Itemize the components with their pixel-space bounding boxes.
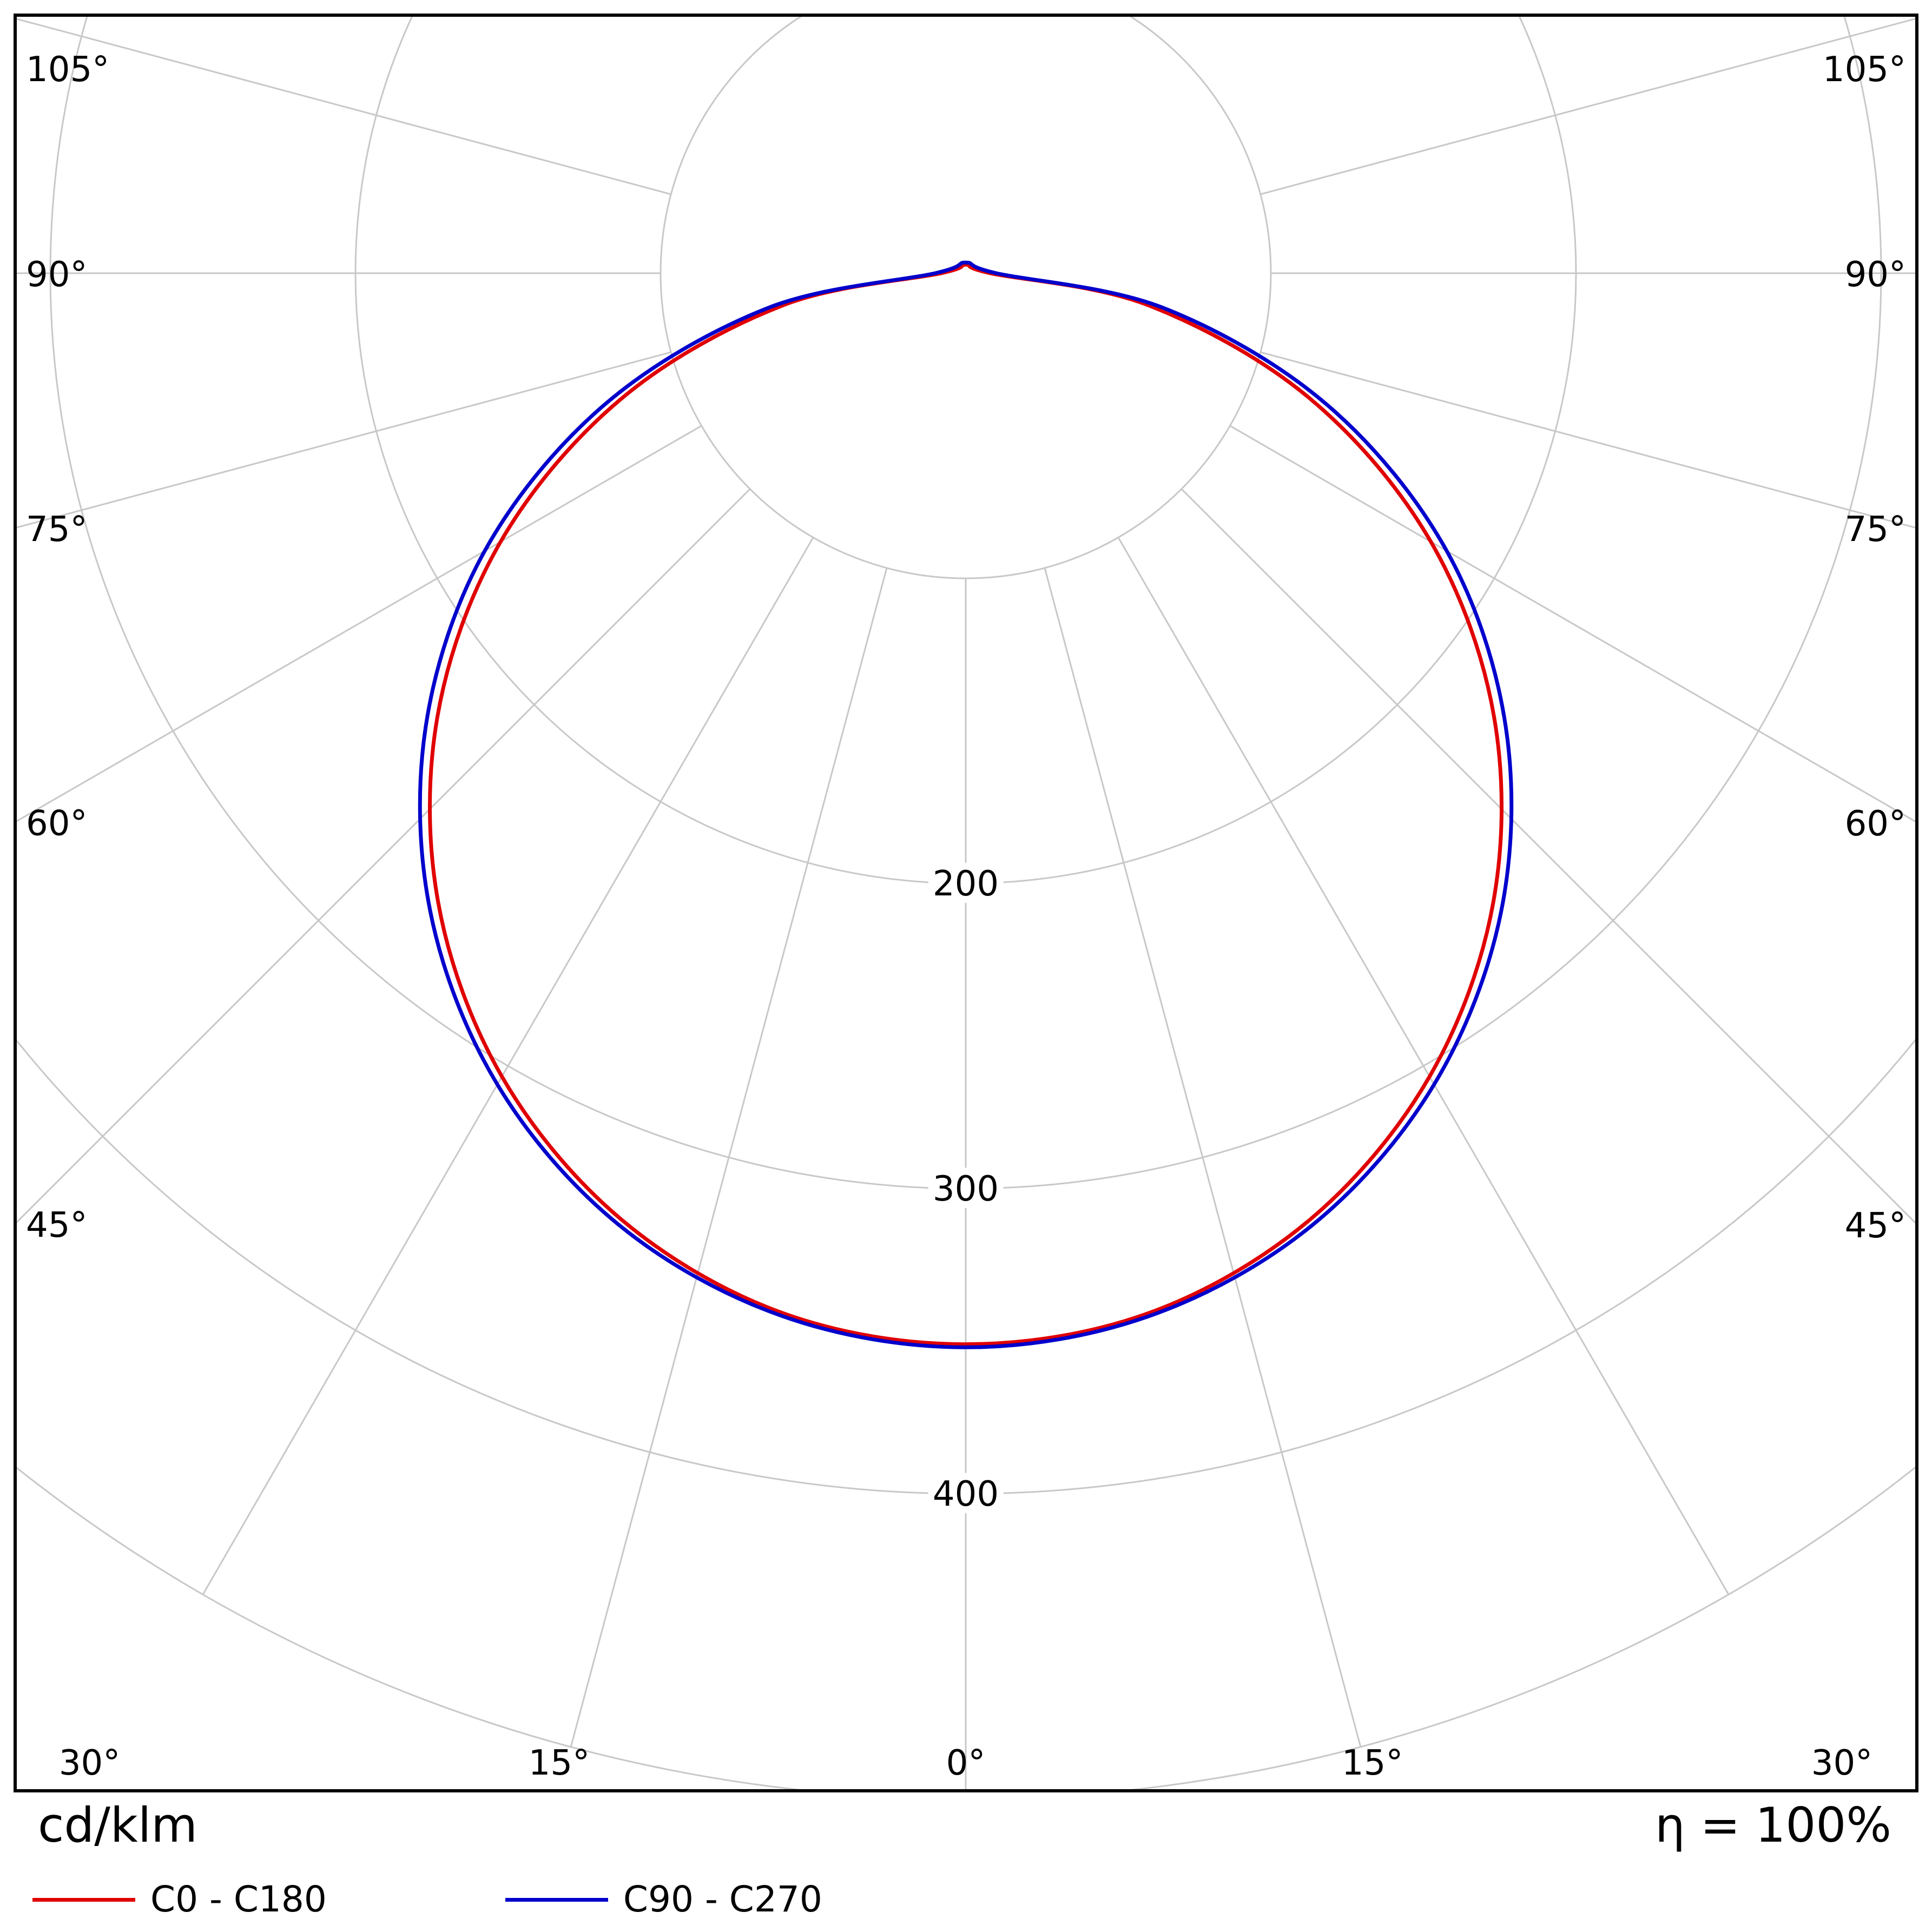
- angle-tick-label: 0°: [946, 1743, 986, 1783]
- angle-tick-label: 105°: [26, 50, 109, 90]
- efficiency-label: η = 100%: [1654, 1797, 1891, 1853]
- legend-line-c0-c180: [32, 1897, 135, 1902]
- legend: C0 - C180 C90 - C270: [32, 1882, 822, 1917]
- angle-tick-label: 45°: [1845, 1206, 1906, 1246]
- series-curve-c0-c180: [428, 262, 1504, 1347]
- angle-tick-label: 30°: [1811, 1743, 1872, 1783]
- legend-label-c0-c180: C0 - C180: [150, 1878, 327, 1920]
- legend-item-c0-c180: C0 - C180: [32, 1882, 327, 1917]
- angle-tick-label: 45°: [26, 1205, 87, 1245]
- angle-tick-label: 30°: [59, 1743, 120, 1783]
- units-label: cd/klm: [38, 1797, 198, 1853]
- angle-tick-label: 75°: [1845, 510, 1906, 550]
- angle-tick-label: 60°: [1845, 804, 1906, 844]
- legend-line-c90-c270: [505, 1897, 608, 1902]
- plot-border: [14, 14, 1918, 1792]
- angle-tick-labels: 0° 15° 15° 30° 30° 45° 45° 60° 60° 75° 75° 90° 90° 10…: [26, 50, 1906, 1783]
- radial-tick-label: 300: [933, 1169, 999, 1209]
- radial-tick-label: 200: [933, 864, 999, 904]
- radial-tick-labels: 200 300 400: [926, 857, 1006, 1521]
- angle-tick-label: 15°: [1342, 1743, 1403, 1783]
- legend-item-c90-c270: C90 - C270: [505, 1882, 822, 1917]
- series-curve-c90-c270: [418, 260, 1514, 1349]
- angle-tick-label: 15°: [529, 1743, 590, 1783]
- angle-tick-label: 90°: [1845, 255, 1906, 295]
- polar-grid: [17, 17, 1915, 1789]
- angle-tick-label: 60°: [26, 803, 87, 843]
- angle-tick-label: 75°: [26, 510, 87, 550]
- legend-label-c90-c270: C90 - C270: [623, 1878, 822, 1920]
- angle-tick-label: 105°: [1823, 50, 1906, 90]
- angle-tick-label: 90°: [26, 255, 87, 295]
- radial-tick-label: 400: [933, 1474, 999, 1514]
